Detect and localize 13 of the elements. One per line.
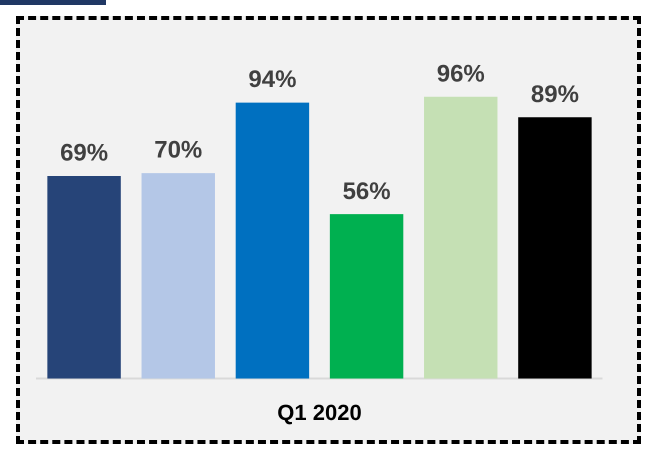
data-label: 56%: [342, 178, 391, 205]
bar: [142, 173, 215, 379]
x-axis-title: Q1 2020: [277, 400, 362, 425]
data-label: 96%: [436, 60, 485, 88]
bar: [47, 176, 121, 379]
bar: [330, 214, 404, 379]
bar: [424, 96, 498, 379]
data-label: 70%: [154, 136, 202, 164]
data-label: 69%: [60, 140, 108, 167]
data-label: 89%: [530, 80, 579, 108]
bar: [518, 117, 592, 379]
data-label: 94%: [248, 66, 296, 94]
bar: [236, 102, 310, 379]
